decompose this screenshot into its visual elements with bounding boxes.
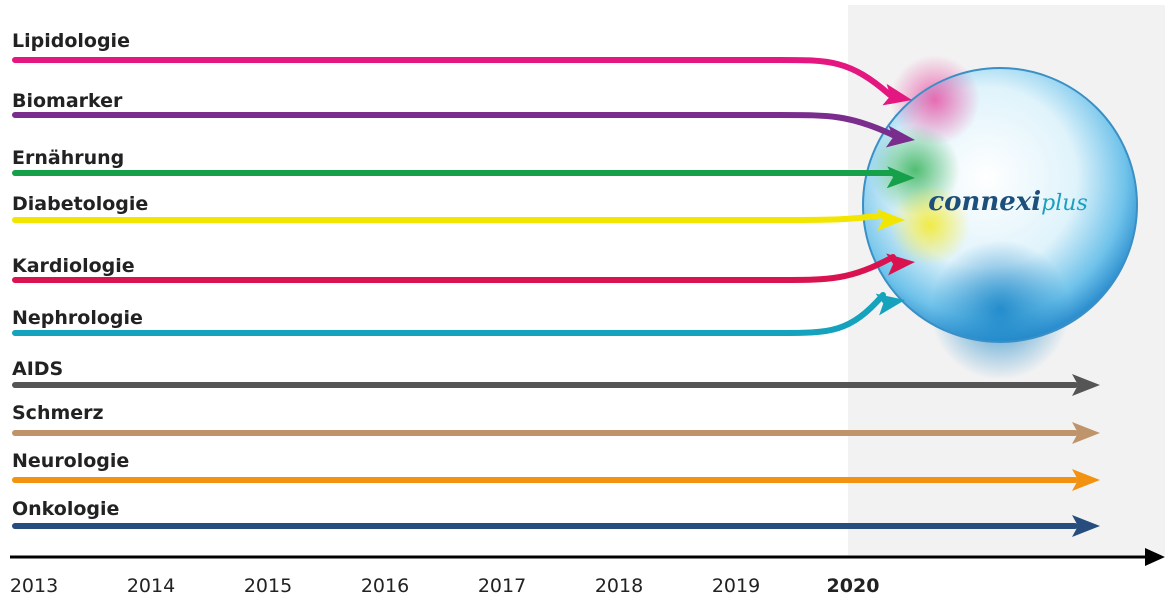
stream-label: Diabetologie [12, 193, 148, 215]
stream-arrow [15, 215, 883, 220]
stream-label: Kardiologie [12, 255, 135, 277]
stream-label: Nephrologie [12, 307, 143, 329]
stream-label: Ernährung [12, 147, 124, 169]
stream-label: Neurologie [12, 450, 129, 472]
diagram: Lipidologie Biomarker Ernährung Diabetologi… [0, 0, 1165, 604]
stream-label: Lipidologie [12, 30, 130, 52]
stream-label: Onkologie [12, 498, 119, 520]
logo: connexiplus [928, 187, 1087, 217]
stream-arrow [15, 115, 893, 135]
year-label: 2014 [127, 575, 175, 597]
stream-label: Schmerz [12, 402, 104, 424]
stream-label: AIDS [12, 358, 63, 380]
year-label: 2015 [244, 575, 292, 597]
year-label: 2013 [10, 575, 58, 597]
year-label: 2018 [595, 575, 643, 597]
year-label: 2017 [478, 575, 526, 597]
stream-arrow [15, 257, 893, 280]
year-label: 2020 [827, 575, 880, 597]
logo-accent: plus [1041, 191, 1088, 216]
logo-main: connexi [928, 187, 1041, 217]
stream-arrow [15, 60, 890, 95]
year-label: 2016 [361, 575, 409, 597]
stream-arrow [15, 295, 883, 333]
year-label: 2019 [712, 575, 760, 597]
stream-label: Biomarker [12, 90, 123, 112]
